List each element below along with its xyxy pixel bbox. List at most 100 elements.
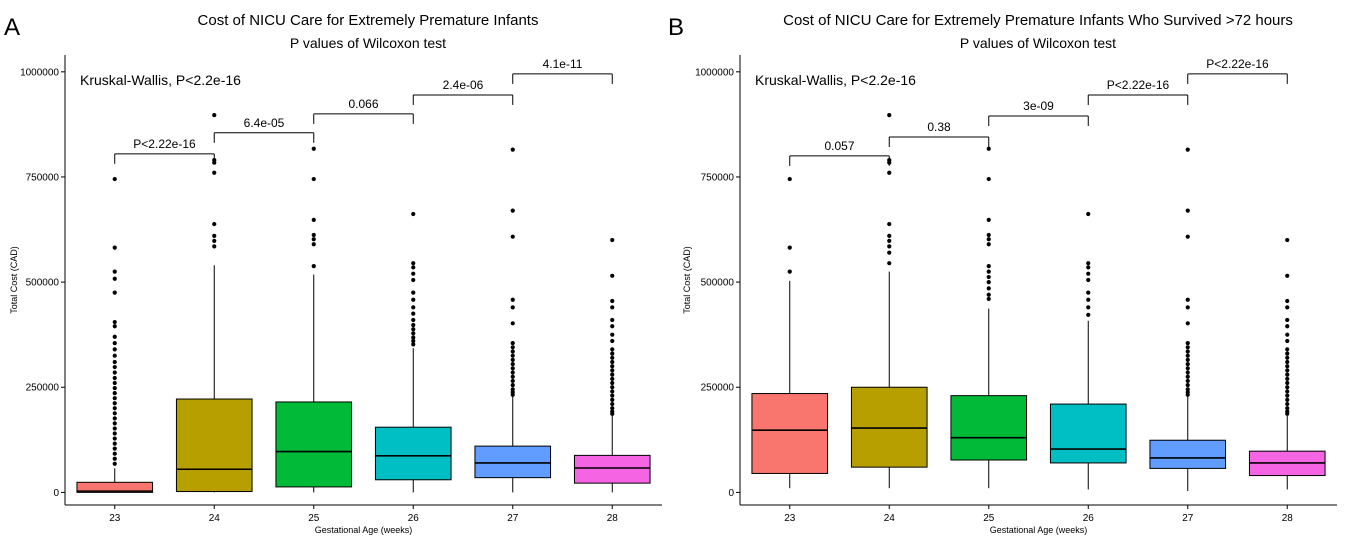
- box-27: [1149, 439, 1227, 469]
- outlier-point: [986, 232, 991, 238]
- outlier-point: [510, 374, 515, 379]
- outlier-point: [112, 319, 117, 325]
- outlier-point: [510, 349, 515, 354]
- y-tick-label: 500000: [701, 278, 735, 289]
- outlier-point: [1185, 321, 1190, 326]
- outlier-point: [1185, 349, 1190, 354]
- outlier-point: [1086, 290, 1091, 295]
- outlier-point: [1185, 378, 1190, 384]
- outlier-point: [887, 238, 892, 243]
- box-24: [850, 386, 928, 468]
- outlier-point: [112, 436, 117, 441]
- x-axis-label: Gestational Age (weeks): [315, 525, 413, 535]
- x-tick-label: 23: [109, 513, 121, 524]
- outlier-point: [610, 237, 615, 243]
- outlier-point: [1285, 401, 1290, 407]
- outlier-point: [112, 364, 117, 370]
- outlier-point: [1185, 383, 1190, 388]
- outlier-point: [112, 276, 117, 281]
- outlier-point: [986, 217, 991, 222]
- outlier-point: [1285, 411, 1290, 416]
- kruskal-wallis-label: Kruskal-Wallis, P<2.2e-16: [755, 72, 916, 88]
- outlier-point: [112, 456, 117, 461]
- outlier-point: [986, 146, 991, 151]
- outlier-point: [212, 113, 217, 118]
- box-group-26: [1049, 211, 1127, 490]
- outlier-point: [112, 421, 117, 426]
- outlier-point: [986, 286, 991, 291]
- outlier-point: [610, 351, 615, 356]
- box-group-27: [474, 147, 552, 493]
- outlier-point: [986, 274, 991, 280]
- panel-letter: B: [668, 14, 684, 41]
- outlier-point: [1086, 211, 1091, 217]
- outlier-point: [1185, 345, 1190, 350]
- outlier-point: [986, 264, 991, 269]
- outlier-point: [311, 264, 316, 269]
- outlier-point: [986, 296, 991, 302]
- outlier-point: [887, 261, 892, 266]
- outlier-point: [112, 441, 117, 446]
- outlier-point: [1185, 370, 1190, 375]
- x-tick-label: 26: [1083, 513, 1095, 524]
- box-group-24: [850, 113, 928, 489]
- chart-subtitle: P values of Wilcoxon test: [290, 35, 446, 51]
- outlier-point: [411, 342, 416, 347]
- outlier-point: [610, 273, 615, 278]
- outlier-point: [112, 347, 117, 352]
- outlier-point: [1185, 297, 1190, 302]
- outlier-point: [510, 297, 515, 302]
- y-tick-label: 500000: [26, 278, 60, 289]
- x-tick-label: 28: [1282, 513, 1294, 524]
- outlier-point: [411, 211, 416, 217]
- comparison-bracket: 2.4e-06: [412, 78, 514, 105]
- outlier-point: [1285, 338, 1290, 344]
- outlier-point: [986, 176, 991, 182]
- outlier-point: [610, 338, 615, 344]
- outlier-point: [411, 265, 416, 270]
- chart-subtitle: P values of Wilcoxon test: [960, 35, 1116, 51]
- outlier-point: [986, 269, 991, 274]
- outlier-point: [610, 332, 615, 337]
- outlier-point: [510, 366, 515, 371]
- outlier-point: [1086, 271, 1091, 276]
- outlier-point: [1285, 380, 1290, 386]
- outlier-point: [887, 170, 892, 175]
- y-tick-label: 0: [728, 488, 734, 499]
- outlier-point: [1285, 393, 1290, 398]
- outlier-point: [510, 234, 515, 239]
- outlier-point: [1185, 208, 1190, 213]
- outlier-point: [510, 353, 515, 358]
- outlier-point: [887, 221, 892, 227]
- outlier-point: [610, 393, 615, 398]
- outlier-point: [311, 237, 316, 242]
- box-26: [374, 426, 452, 481]
- outlier-point: [1185, 362, 1190, 367]
- box-group-23: [76, 176, 154, 493]
- comparison-bracket: P<2.22e-16: [1087, 78, 1189, 105]
- outlier-point: [1285, 237, 1290, 243]
- outlier-point: [1285, 397, 1290, 402]
- outlier-point: [986, 280, 991, 285]
- outlier-point: [1285, 347, 1290, 352]
- outlier-point: [610, 380, 615, 386]
- outlier-point: [112, 290, 117, 295]
- box-group-28: [1248, 237, 1326, 490]
- outlier-point: [411, 322, 416, 328]
- outlier-point: [112, 391, 117, 396]
- outlier-point: [411, 327, 416, 332]
- outlier-point: [411, 261, 416, 266]
- x-tick-label: 24: [209, 513, 221, 524]
- outlier-point: [610, 411, 615, 416]
- y-tick-label: 250000: [701, 383, 735, 394]
- outlier-point: [610, 389, 615, 394]
- y-tick-label: 1000000: [20, 67, 59, 78]
- outlier-point: [1185, 366, 1190, 371]
- outlier-point: [610, 385, 615, 390]
- outlier-point: [1285, 332, 1290, 337]
- outlier-point: [212, 221, 217, 227]
- comparison-bracket: 6.4e-05: [213, 116, 315, 143]
- outlier-point: [1086, 305, 1091, 310]
- outlier-point: [112, 269, 117, 274]
- outlier-point: [610, 372, 615, 377]
